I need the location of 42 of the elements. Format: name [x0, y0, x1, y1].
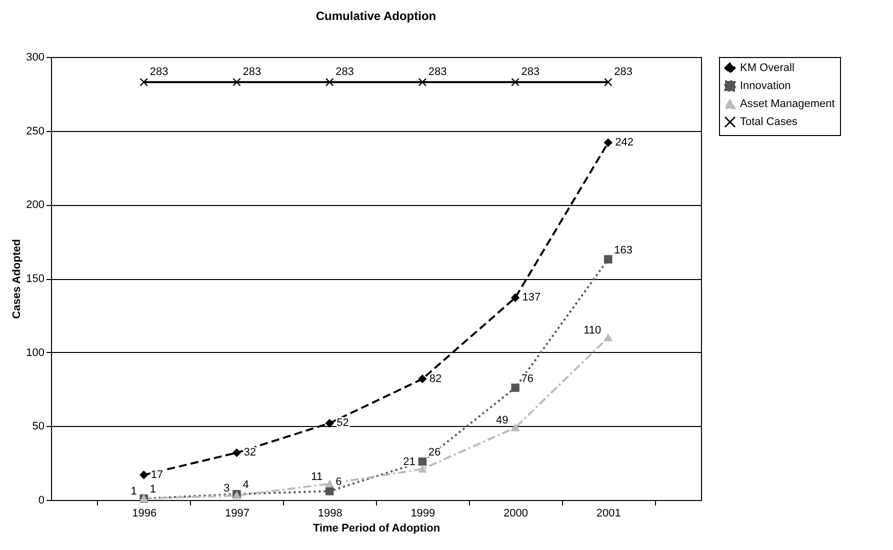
data-label: 3: [224, 482, 230, 495]
x-tick-label: 2000: [504, 508, 528, 520]
legend-label: Innovation: [740, 80, 791, 92]
legend-label: KM Overall: [740, 62, 794, 74]
x-tick-label: 1998: [318, 508, 342, 520]
data-label: 76: [521, 372, 534, 385]
y-tick-label: 100: [26, 346, 44, 359]
data-label: 137: [522, 292, 541, 304]
y-tick-label: 150: [26, 273, 44, 285]
data-label: 4: [242, 479, 249, 492]
x-tick-label: 1996: [132, 508, 157, 520]
data-label: 110: [584, 324, 602, 337]
y-tick-label: 250: [26, 125, 44, 138]
data-label: 49: [496, 414, 508, 427]
x-axis-title: Time Period of Adoption: [312, 522, 440, 534]
data-label: 11: [311, 470, 323, 483]
data-label: 1: [150, 484, 156, 496]
data-label: 163: [614, 244, 632, 256]
data-label: 283: [521, 66, 540, 78]
data-label: 32: [244, 446, 256, 459]
y-tick-label: 0: [38, 494, 44, 506]
legend-label: Asset Management: [740, 98, 835, 110]
data-label: 283: [242, 66, 262, 78]
data-label: 283: [428, 66, 447, 78]
data-label: 242: [615, 136, 634, 149]
data-label: 21: [403, 456, 416, 468]
y-axis-title: Cases Adopted: [11, 239, 24, 319]
y-tick-label: 300: [26, 52, 44, 64]
x-tick-label: 1999: [410, 508, 436, 520]
data-label: 283: [150, 66, 168, 78]
data-label: 283: [336, 66, 354, 78]
data-label: 26: [428, 446, 441, 459]
data-label: 1: [130, 486, 137, 498]
data-label: 283: [614, 66, 632, 78]
y-tick-label: 50: [32, 420, 44, 433]
x-tick-label: 1997: [224, 508, 250, 520]
x-tick-label: 2001: [596, 508, 621, 520]
chart-title: Cumulative Adoption: [316, 9, 436, 23]
data-label: 82: [429, 372, 442, 385]
legend-label: Total Cases: [740, 116, 798, 128]
y-tick-label: 200: [26, 199, 44, 212]
data-label: 6: [336, 476, 342, 488]
